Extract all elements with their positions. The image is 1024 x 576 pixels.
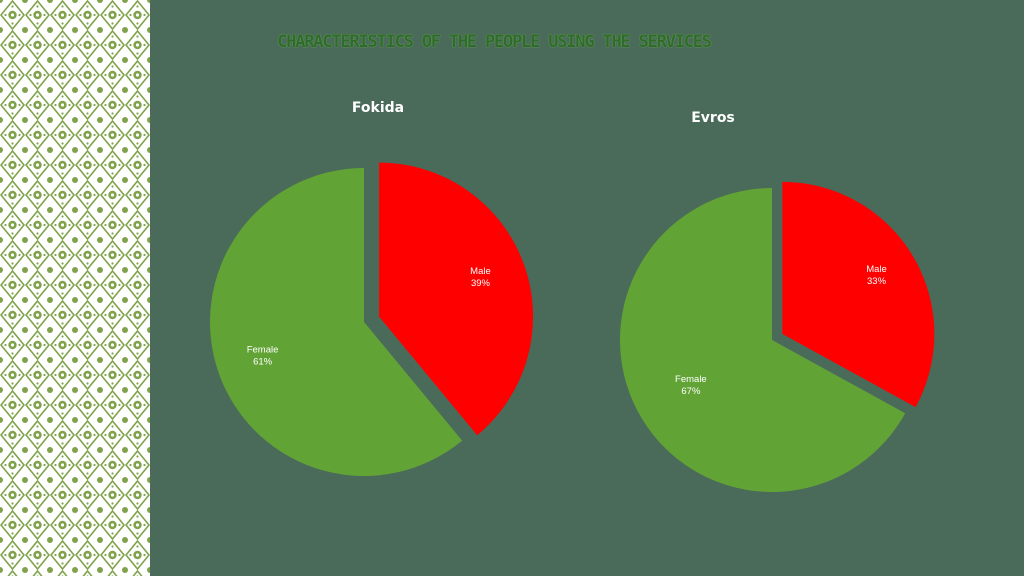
slice-label-female: Female 61% [247,345,279,368]
slice-label-male: Male 39% [470,266,491,289]
slice-label-female: Female 67% [675,374,707,397]
pie-chart-fokida: Fokida Male 39% Female 61% [209,100,534,477]
pie-slice-male [379,162,534,436]
pie-slice-female [209,168,463,477]
chart-title-fokida: Fokida [352,100,404,116]
pie-chart-evros: Evros Male 33% Female 67% [619,110,935,493]
pattern-graphic [0,0,150,576]
slide-title: CHARACTERISTICS OF THE PEOPLE USING THE … [277,32,712,52]
pie-slice-male [782,181,935,408]
chart-title-evros: Evros [691,110,735,126]
pie-slice-female [619,188,906,493]
decorative-pattern-strip [0,0,151,576]
slice-label-male: Male 33% [866,264,887,287]
